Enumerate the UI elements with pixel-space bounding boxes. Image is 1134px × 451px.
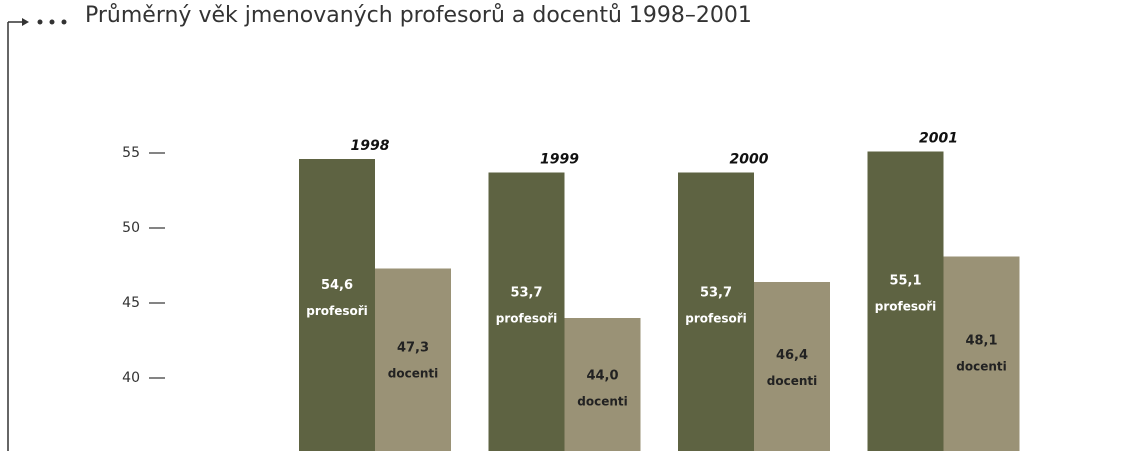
bar	[375, 268, 451, 451]
series-label: profesoři	[875, 300, 937, 314]
bar	[678, 172, 754, 451]
series-label: profesoři	[306, 304, 368, 318]
x-tick-label: 2000	[730, 152, 769, 168]
series-label: profesoři	[685, 312, 747, 326]
series-label: docenti	[388, 366, 438, 380]
bar	[754, 282, 830, 451]
value-label: 54,6	[321, 278, 353, 293]
value-label: 55,1	[889, 274, 921, 289]
value-label: 48,1	[965, 333, 997, 348]
y-tick-label: 45	[122, 295, 140, 311]
dot	[49, 19, 55, 25]
bar	[564, 318, 641, 451]
x-tick-label: 1998	[351, 138, 390, 154]
y-tick-label: 50	[122, 220, 140, 236]
frame-decoration	[7, 18, 67, 451]
series-label: profesoři	[496, 312, 558, 326]
value-label: 53,7	[700, 286, 732, 301]
arrow-head	[22, 18, 29, 26]
value-label: 47,3	[397, 340, 429, 355]
dot	[37, 19, 43, 25]
value-label: 53,7	[510, 286, 542, 301]
bar	[943, 256, 1020, 451]
dot	[61, 19, 67, 25]
y-tick-label: 55	[122, 145, 140, 161]
x-tick-label: 2001	[919, 131, 958, 147]
series-label: docenti	[767, 374, 817, 388]
value-label: 44,0	[586, 369, 618, 384]
chart-title: Průměrný věk jmenovaných profesorů a doc…	[85, 3, 752, 28]
bar	[488, 172, 565, 451]
bar	[867, 151, 944, 451]
value-label: 46,4	[776, 348, 808, 363]
y-tick-label: 40	[122, 370, 140, 386]
series-label: docenti	[956, 359, 1006, 373]
x-tick-label: 1999	[540, 152, 579, 168]
series-label: docenti	[577, 395, 627, 409]
bar	[299, 159, 375, 451]
